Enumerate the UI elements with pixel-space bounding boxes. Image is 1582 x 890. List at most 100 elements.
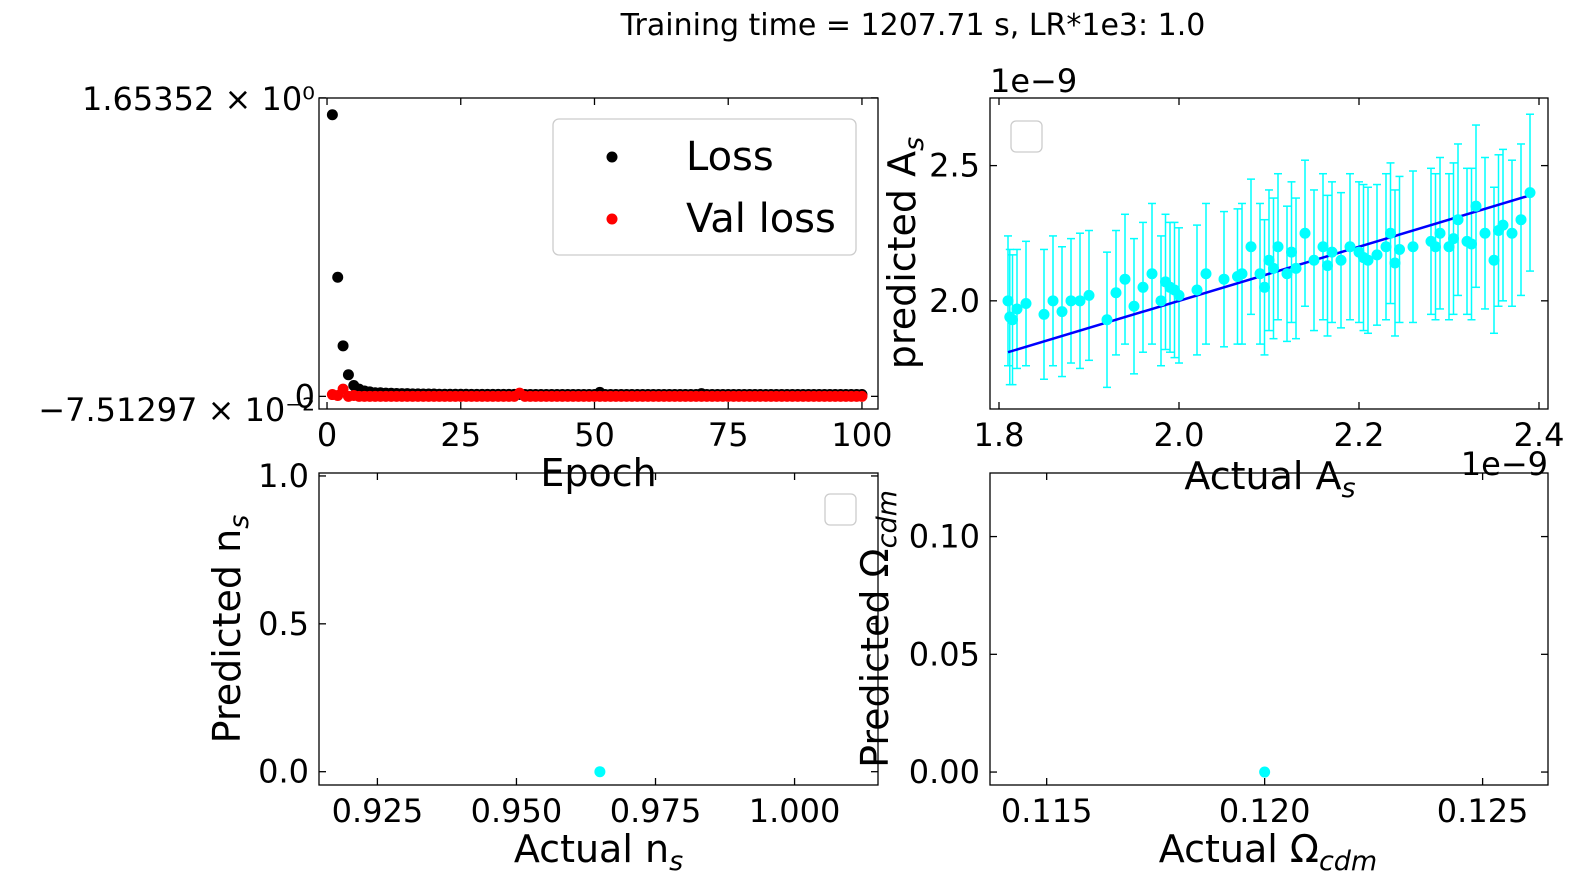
loss-xtick-label: 25 xyxy=(440,416,481,454)
as-ytick-label: 2.0 xyxy=(929,282,980,320)
as-point xyxy=(1074,295,1086,307)
ocdm-axes-frame xyxy=(989,472,1549,786)
ns-legend-box xyxy=(824,493,857,526)
as-fit-line xyxy=(1007,194,1531,354)
as-point xyxy=(1299,227,1311,239)
as-point xyxy=(1506,227,1518,239)
as-point xyxy=(1466,238,1477,250)
as-point xyxy=(1146,268,1158,280)
as-point xyxy=(1515,214,1527,226)
loss-legend-label: Val loss xyxy=(686,196,836,242)
ns-xtick-label: 0.925 xyxy=(332,792,424,830)
as-point xyxy=(1322,260,1333,272)
loss-point-loss xyxy=(342,369,354,381)
ocdm-point xyxy=(1259,766,1271,778)
as-point xyxy=(1290,262,1302,274)
as-point xyxy=(1169,284,1180,296)
loss-xtick-label: 50 xyxy=(574,416,615,454)
as-point xyxy=(1344,241,1356,253)
ocdm-xtick-label: 0.125 xyxy=(1437,792,1529,830)
loss-ytick-label-top: 1.65352 × 10⁰ xyxy=(82,80,315,118)
ns-point xyxy=(594,766,606,778)
ocdm-ytick-label: 0.10 xyxy=(909,518,980,556)
ns-xtick-label: 1.000 xyxy=(749,792,841,830)
as-point xyxy=(1110,287,1122,299)
as-point xyxy=(1524,187,1536,199)
as-point xyxy=(1434,227,1446,239)
loss-legend-box xyxy=(552,118,857,256)
loss-point-loss xyxy=(332,271,344,283)
as-point xyxy=(1065,295,1077,307)
as-point xyxy=(1038,308,1050,320)
as-point xyxy=(1254,268,1266,280)
as-point xyxy=(1137,281,1149,293)
loss-axes-frame xyxy=(318,97,879,410)
as-point xyxy=(1308,254,1320,266)
as-point xyxy=(1470,200,1482,212)
as-point xyxy=(1286,246,1297,258)
as-xlabel: Actual As xyxy=(1184,454,1355,504)
as-point xyxy=(1056,306,1068,318)
ocdm-xlabel: Actual Ωcdm xyxy=(1159,827,1377,877)
as-point xyxy=(1479,227,1491,239)
as-point xyxy=(1232,270,1243,282)
as-point xyxy=(1155,295,1167,307)
as-xtick-label: 2.2 xyxy=(1334,416,1385,454)
as-point xyxy=(1011,303,1023,315)
ns-ytick-label: 1.0 xyxy=(258,457,309,495)
figure-title: Training time = 1207.71 s, LR*1e3: 1.0 xyxy=(620,8,1206,43)
as-point xyxy=(1191,284,1203,296)
as-point xyxy=(1101,314,1113,326)
as-point xyxy=(1268,262,1279,274)
ocdm-ylabel: Predicted Ωcdm xyxy=(853,490,903,768)
ns-xlabel: Actual ns xyxy=(514,827,683,877)
as-point xyxy=(1020,298,1032,310)
as-point xyxy=(1380,241,1392,253)
ns-ytick-label: 0.0 xyxy=(258,753,309,791)
loss-legend-marker xyxy=(606,151,618,163)
ns-ylabel: Predicted ns xyxy=(205,515,255,744)
loss-xtick-label: 0 xyxy=(317,416,337,454)
as-axes-frame xyxy=(989,97,1549,410)
as-point xyxy=(1002,295,1014,307)
as-point xyxy=(1259,281,1270,293)
ns-xtick-label: 0.975 xyxy=(610,792,702,830)
as-point xyxy=(1218,273,1230,285)
as-point xyxy=(1263,254,1275,266)
ocdm-ytick-label: 0.05 xyxy=(909,635,980,673)
as-point xyxy=(1200,268,1212,280)
as-ylabel: predicted As xyxy=(880,137,930,369)
as-legend-box xyxy=(1010,120,1043,153)
ocdm-ytick-label: 0.00 xyxy=(909,753,980,791)
loss-legend-marker xyxy=(606,213,618,225)
as-point xyxy=(1443,241,1455,253)
as-xtick-label: 2.0 xyxy=(1154,416,1205,454)
loss-xtick-label: 100 xyxy=(831,416,892,454)
as-point xyxy=(1488,254,1500,266)
ns-axes-frame xyxy=(318,472,879,786)
as-point xyxy=(1385,227,1396,239)
loss-legend: Loss Val loss xyxy=(552,118,857,256)
loss-point-loss xyxy=(337,340,349,352)
as-point xyxy=(1281,268,1293,280)
ocdm-xtick-label: 0.115 xyxy=(1001,792,1093,830)
ocdm-xtick-label: 0.120 xyxy=(1219,792,1311,830)
as-point xyxy=(1389,257,1401,269)
as-point xyxy=(1007,314,1018,326)
as-xtick-label: 1.8 xyxy=(974,416,1025,454)
as-point xyxy=(1371,249,1383,261)
as-y-offset: 1e−9 xyxy=(990,62,1077,100)
ns-xtick-label: 0.950 xyxy=(471,792,563,830)
loss-legend-label: Loss xyxy=(686,134,774,180)
as-xtick-label: 2.4 xyxy=(1514,416,1565,454)
as-point xyxy=(1493,225,1504,237)
as-point xyxy=(1452,214,1464,226)
as-point xyxy=(1407,241,1419,253)
as-point xyxy=(1272,241,1284,253)
as-point xyxy=(1083,289,1095,301)
ns-ytick-label: 0.5 xyxy=(258,605,309,643)
as-point xyxy=(1448,233,1459,245)
as-point xyxy=(1394,243,1405,255)
